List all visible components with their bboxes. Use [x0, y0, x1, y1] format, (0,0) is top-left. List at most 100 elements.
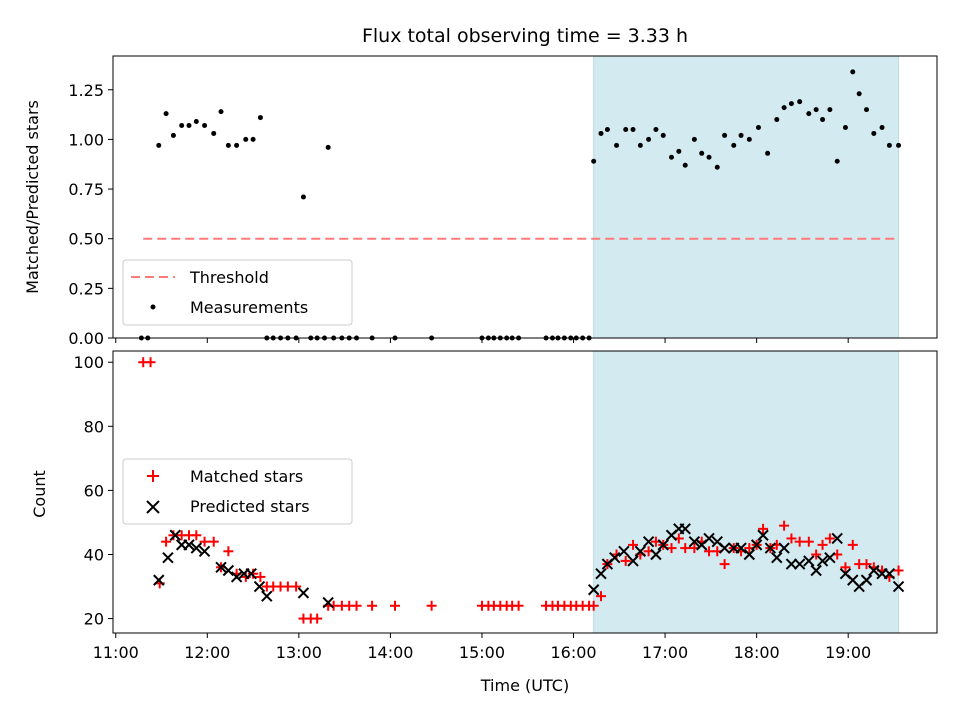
measurement-point	[871, 130, 877, 136]
predicted-star-point	[757, 529, 769, 541]
measurement-point	[691, 136, 697, 142]
measurement-point	[163, 111, 169, 117]
measurement-point	[834, 158, 840, 164]
measurement-point	[218, 109, 224, 115]
matched-star-point	[588, 600, 599, 611]
predicted-star-point	[595, 568, 607, 580]
measurement-point	[325, 144, 331, 150]
bottom-y-tick-label: 60	[84, 481, 104, 500]
x-tick-label: 14:00	[367, 643, 413, 662]
measurement-point	[676, 148, 682, 154]
predicted-star-point	[718, 542, 731, 554]
matched-star-point	[255, 571, 266, 582]
x-tick-label: 15:00	[459, 643, 505, 662]
measurement-point	[774, 117, 780, 123]
measurement-point	[193, 119, 199, 125]
matched-star-point	[719, 559, 730, 570]
measurement-point	[257, 115, 263, 121]
predicted-star-point	[190, 542, 203, 554]
measurement-point	[864, 107, 870, 113]
top-y-tick-label: 0.00	[68, 329, 104, 348]
matched-star-point	[786, 533, 797, 544]
predicted-star-point	[587, 584, 600, 596]
matched-star-point	[389, 600, 400, 611]
bottom-legend: Matched stars Predicted stars	[122, 458, 353, 525]
measurement-point	[788, 101, 794, 107]
legend-matched-label: Matched stars	[190, 467, 303, 486]
matched-star-point	[861, 559, 872, 570]
legend-threshold-label: Threshold	[189, 268, 269, 287]
predicted-star-point	[215, 561, 227, 574]
measurement-point	[714, 164, 720, 170]
top-y-tick-label: 1.25	[68, 81, 104, 100]
x-tick-label: 17:00	[642, 643, 688, 662]
x-tick-label: 11:00	[93, 643, 139, 662]
measurement-point	[850, 69, 856, 75]
measurement-point	[243, 136, 249, 142]
measurement-point	[746, 136, 752, 142]
predicted-star-point	[609, 551, 621, 564]
bottom-axes-frame	[112, 350, 938, 634]
predicted-star-point	[169, 529, 181, 541]
top-y-tick-label: 0.50	[68, 230, 104, 249]
matched-star-point	[145, 357, 156, 368]
predicted-star-point	[824, 551, 836, 564]
measurement-point	[623, 126, 629, 132]
predicted-star-point	[297, 587, 310, 599]
measurement-point	[886, 142, 892, 148]
measurement-point	[682, 162, 688, 168]
predicted-star-point	[868, 564, 880, 577]
predicted-star-point	[627, 555, 639, 567]
predicted-star-point	[771, 551, 783, 564]
x-axis-label: Time (UTC)	[480, 676, 569, 695]
measurement-point	[896, 142, 902, 148]
top-x-ticks	[115, 338, 849, 343]
predicted-star-point	[831, 532, 843, 545]
measurement-point	[806, 111, 812, 117]
measurement-point	[699, 150, 705, 156]
matched-star-point	[312, 613, 323, 624]
measurement-point	[598, 130, 604, 136]
legend-measurements-swatch	[150, 304, 156, 310]
measurement-point	[179, 123, 185, 129]
matched-star-point	[817, 539, 828, 550]
x-tick-label: 13:00	[276, 643, 322, 662]
matched-star-point	[595, 591, 606, 602]
observing-window-shade-top	[593, 55, 900, 339]
predicted-star-point	[253, 580, 266, 593]
chart-title: Flux total observing time = 3.33 h	[362, 25, 688, 47]
legend-matched-swatch	[147, 470, 159, 482]
measurement-point	[604, 126, 610, 132]
legend-measurements-label: Measurements	[190, 298, 308, 317]
predicted-star-point	[750, 539, 763, 551]
measurement-point	[300, 194, 306, 200]
bottom-legend-box	[122, 458, 353, 525]
matched-star-point	[620, 555, 631, 566]
predicted-star-point	[703, 532, 715, 545]
measurement-point	[738, 132, 744, 138]
measurement-point	[797, 99, 803, 105]
matched-star-point	[161, 536, 172, 547]
measurement-point	[706, 154, 712, 160]
measurement-point	[591, 158, 597, 164]
matched-star-point	[811, 549, 822, 560]
legend-predicted-label: Predicted stars	[190, 497, 310, 516]
top-y-tick-label: 1.00	[68, 130, 104, 149]
bottom-y-axis-label: Count	[30, 470, 49, 518]
predicted-star-point	[688, 535, 701, 548]
measurement-point	[202, 123, 208, 129]
bottom-y-tick-label: 80	[84, 417, 104, 436]
measurement-point	[186, 123, 192, 129]
predicted-star-point	[892, 580, 905, 593]
matched-star-point	[513, 600, 524, 611]
matched-star-point	[199, 536, 210, 547]
predicted-star-point	[261, 590, 273, 602]
matched-star-point	[191, 530, 202, 541]
top-y-ticks: 0.00 0.25 0.50 0.75 1.00 1.25	[68, 81, 113, 348]
measurement-point	[765, 150, 771, 156]
top-legend-box	[122, 259, 353, 326]
predicted-star-point	[816, 555, 829, 567]
top-legend: Threshold Measurements	[122, 259, 353, 326]
matched-star-point	[680, 543, 691, 554]
